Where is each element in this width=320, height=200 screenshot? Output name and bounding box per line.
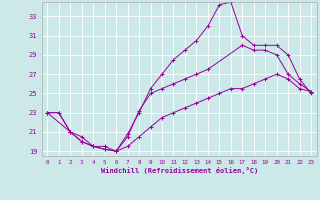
- X-axis label: Windchill (Refroidissement éolien,°C): Windchill (Refroidissement éolien,°C): [100, 167, 258, 174]
